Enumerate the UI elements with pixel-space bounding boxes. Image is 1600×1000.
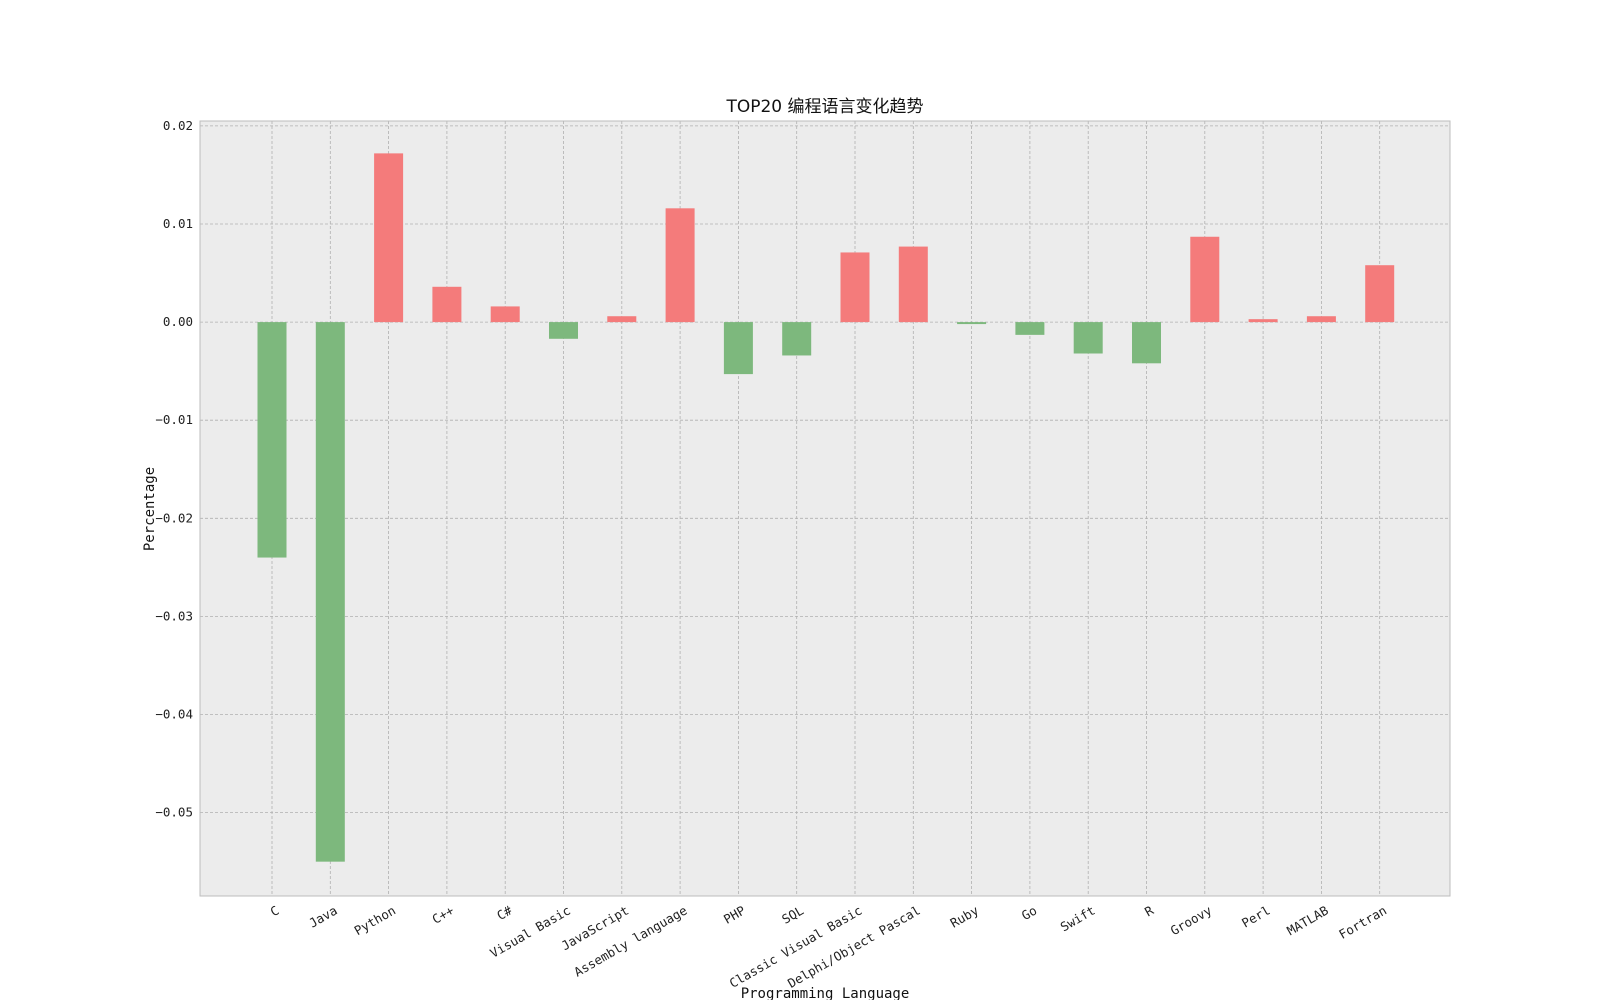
bar xyxy=(1190,236,1220,323)
bar xyxy=(257,322,287,558)
x-tick-label: Swift xyxy=(1058,903,1098,935)
y-tick-label: 0.00 xyxy=(163,314,193,329)
x-tick-label: C# xyxy=(494,902,515,923)
y-tick-labels: 0.02 0.01 0.00 −0.01 −0.02 −0.03 −0.04 −0.05 xyxy=(155,118,193,820)
bar xyxy=(1306,316,1336,323)
bar xyxy=(1015,322,1045,335)
y-tick-label: −0.02 xyxy=(155,510,193,525)
x-tick-label: Go xyxy=(1019,903,1040,924)
bar xyxy=(315,322,345,862)
bars xyxy=(257,153,1395,862)
plot-background xyxy=(200,121,1450,896)
bar xyxy=(374,153,404,323)
x-tick-label: Perl xyxy=(1239,903,1273,931)
x-tick-label: Python xyxy=(351,903,398,939)
bar xyxy=(840,252,870,323)
x-tick-label: Fortran xyxy=(1336,903,1389,942)
x-tick-label: Ruby xyxy=(948,902,982,930)
bar xyxy=(957,322,987,325)
bar xyxy=(490,306,520,323)
x-tick-label: MATLAB xyxy=(1284,903,1331,939)
bar xyxy=(782,322,812,356)
x-tick-labels: C Java Python C++ C#Visual BasicJavaScriptAs… xyxy=(267,902,1389,990)
bar xyxy=(432,286,462,323)
bar xyxy=(1248,319,1278,323)
x-tick-label: SQL xyxy=(779,903,806,927)
bar xyxy=(1132,322,1161,364)
x-tick-label: Java xyxy=(306,903,340,931)
x-tick-label: Groovy xyxy=(1168,902,1215,938)
y-tick-label: −0.05 xyxy=(155,805,193,820)
bar xyxy=(549,322,578,339)
y-tick-label: −0.04 xyxy=(155,707,193,722)
bar xyxy=(1073,322,1103,354)
y-tick-label: 0.02 xyxy=(163,118,193,133)
x-tick-label: C xyxy=(267,903,281,920)
chart-title: TOP20 编程语言变化趋势 xyxy=(725,97,923,117)
y-tick-label: −0.01 xyxy=(155,412,193,427)
x-tick-label: R xyxy=(1142,902,1156,919)
x-tick-label: C++ xyxy=(429,903,456,927)
plot-frame xyxy=(199,120,1451,897)
bar xyxy=(665,208,695,323)
x-tick-label: PHP xyxy=(721,903,748,927)
y-tick-label: 0.01 xyxy=(163,216,193,231)
bar xyxy=(607,316,637,323)
grid xyxy=(200,121,1450,896)
x-axis-title: Programming Language xyxy=(741,986,910,1000)
y-tick-label: −0.03 xyxy=(155,608,193,623)
bar xyxy=(1365,265,1395,323)
bar xyxy=(723,322,753,375)
bar xyxy=(898,246,928,323)
y-axis-title: Percentage xyxy=(142,467,158,551)
